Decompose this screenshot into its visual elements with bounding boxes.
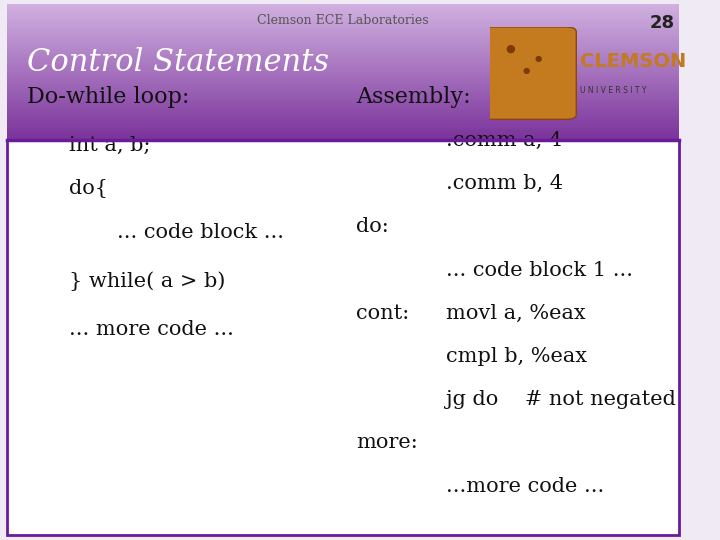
FancyBboxPatch shape (7, 74, 678, 77)
FancyBboxPatch shape (7, 36, 678, 39)
Text: movl a, %eax: movl a, %eax (446, 303, 585, 323)
FancyBboxPatch shape (7, 20, 678, 23)
FancyBboxPatch shape (7, 31, 678, 35)
FancyBboxPatch shape (7, 110, 678, 113)
Text: .comm b, 4: .comm b, 4 (446, 174, 562, 193)
FancyBboxPatch shape (7, 27, 678, 30)
FancyBboxPatch shape (7, 18, 678, 21)
Text: ●: ● (505, 43, 515, 53)
FancyBboxPatch shape (7, 85, 678, 89)
FancyBboxPatch shape (7, 54, 678, 57)
FancyBboxPatch shape (7, 90, 678, 93)
FancyBboxPatch shape (7, 65, 678, 69)
FancyBboxPatch shape (7, 58, 678, 62)
FancyBboxPatch shape (7, 68, 678, 71)
FancyBboxPatch shape (7, 43, 678, 46)
FancyBboxPatch shape (7, 72, 678, 75)
FancyBboxPatch shape (7, 63, 678, 66)
FancyBboxPatch shape (7, 24, 678, 28)
FancyBboxPatch shape (7, 11, 678, 15)
Text: } while( a > b): } while( a > b) (68, 271, 225, 291)
FancyBboxPatch shape (7, 133, 678, 136)
Text: ... code block 1 ...: ... code block 1 ... (446, 260, 633, 280)
FancyBboxPatch shape (7, 47, 678, 50)
Text: Assembly:: Assembly: (356, 86, 471, 108)
FancyBboxPatch shape (7, 128, 678, 131)
FancyBboxPatch shape (7, 60, 678, 64)
Text: CLEMSON: CLEMSON (580, 51, 687, 71)
FancyBboxPatch shape (7, 130, 678, 134)
FancyBboxPatch shape (7, 38, 678, 42)
FancyBboxPatch shape (7, 5, 678, 140)
FancyBboxPatch shape (7, 140, 678, 535)
FancyBboxPatch shape (480, 27, 576, 119)
Text: U N I V E R S I T Y: U N I V E R S I T Y (580, 86, 647, 94)
Text: Do-while loop:: Do-while loop: (27, 86, 190, 108)
FancyBboxPatch shape (7, 29, 678, 32)
Text: ●: ● (534, 53, 541, 63)
FancyBboxPatch shape (7, 22, 678, 25)
FancyBboxPatch shape (7, 87, 678, 91)
FancyBboxPatch shape (7, 119, 678, 123)
FancyBboxPatch shape (7, 112, 678, 116)
FancyBboxPatch shape (7, 70, 678, 73)
FancyBboxPatch shape (7, 9, 678, 12)
FancyBboxPatch shape (7, 101, 678, 104)
FancyBboxPatch shape (7, 99, 678, 102)
FancyBboxPatch shape (7, 106, 678, 109)
Text: ●: ● (522, 66, 529, 75)
FancyBboxPatch shape (7, 78, 678, 82)
Text: 28: 28 (650, 14, 675, 31)
Text: do{: do{ (68, 179, 107, 199)
Text: .comm a, 4: .comm a, 4 (446, 131, 562, 150)
FancyBboxPatch shape (7, 51, 678, 55)
FancyBboxPatch shape (7, 56, 678, 59)
FancyBboxPatch shape (7, 33, 678, 37)
Text: Control Statements: Control Statements (27, 46, 330, 78)
FancyBboxPatch shape (7, 4, 678, 8)
FancyBboxPatch shape (7, 6, 678, 10)
Text: cmpl b, %eax: cmpl b, %eax (446, 347, 587, 366)
FancyBboxPatch shape (7, 16, 678, 19)
FancyBboxPatch shape (7, 45, 678, 48)
FancyBboxPatch shape (7, 83, 678, 86)
FancyBboxPatch shape (7, 103, 678, 106)
FancyBboxPatch shape (7, 92, 678, 96)
FancyBboxPatch shape (7, 76, 678, 79)
FancyBboxPatch shape (7, 122, 678, 125)
Text: Clemson ECE Laboratories: Clemson ECE Laboratories (257, 14, 428, 26)
FancyBboxPatch shape (7, 108, 678, 111)
Text: int a, b;: int a, b; (68, 136, 150, 156)
FancyBboxPatch shape (7, 135, 678, 138)
Text: ... code block ...: ... code block ... (117, 222, 284, 242)
FancyBboxPatch shape (7, 14, 678, 17)
Text: do:: do: (356, 217, 390, 237)
Text: jg do    # not negated: jg do # not negated (446, 390, 675, 409)
FancyBboxPatch shape (7, 114, 678, 118)
Text: more:: more: (356, 433, 418, 453)
FancyBboxPatch shape (7, 117, 678, 120)
FancyBboxPatch shape (7, 40, 678, 44)
FancyBboxPatch shape (7, 94, 678, 98)
Text: cont:: cont: (356, 303, 410, 323)
FancyBboxPatch shape (7, 126, 678, 129)
FancyBboxPatch shape (7, 97, 678, 100)
Text: ... more code ...: ... more code ... (68, 320, 233, 339)
FancyBboxPatch shape (7, 124, 678, 127)
FancyBboxPatch shape (7, 137, 678, 140)
FancyBboxPatch shape (7, 81, 678, 84)
FancyBboxPatch shape (7, 49, 678, 52)
Text: ...more code ...: ...more code ... (446, 476, 604, 496)
